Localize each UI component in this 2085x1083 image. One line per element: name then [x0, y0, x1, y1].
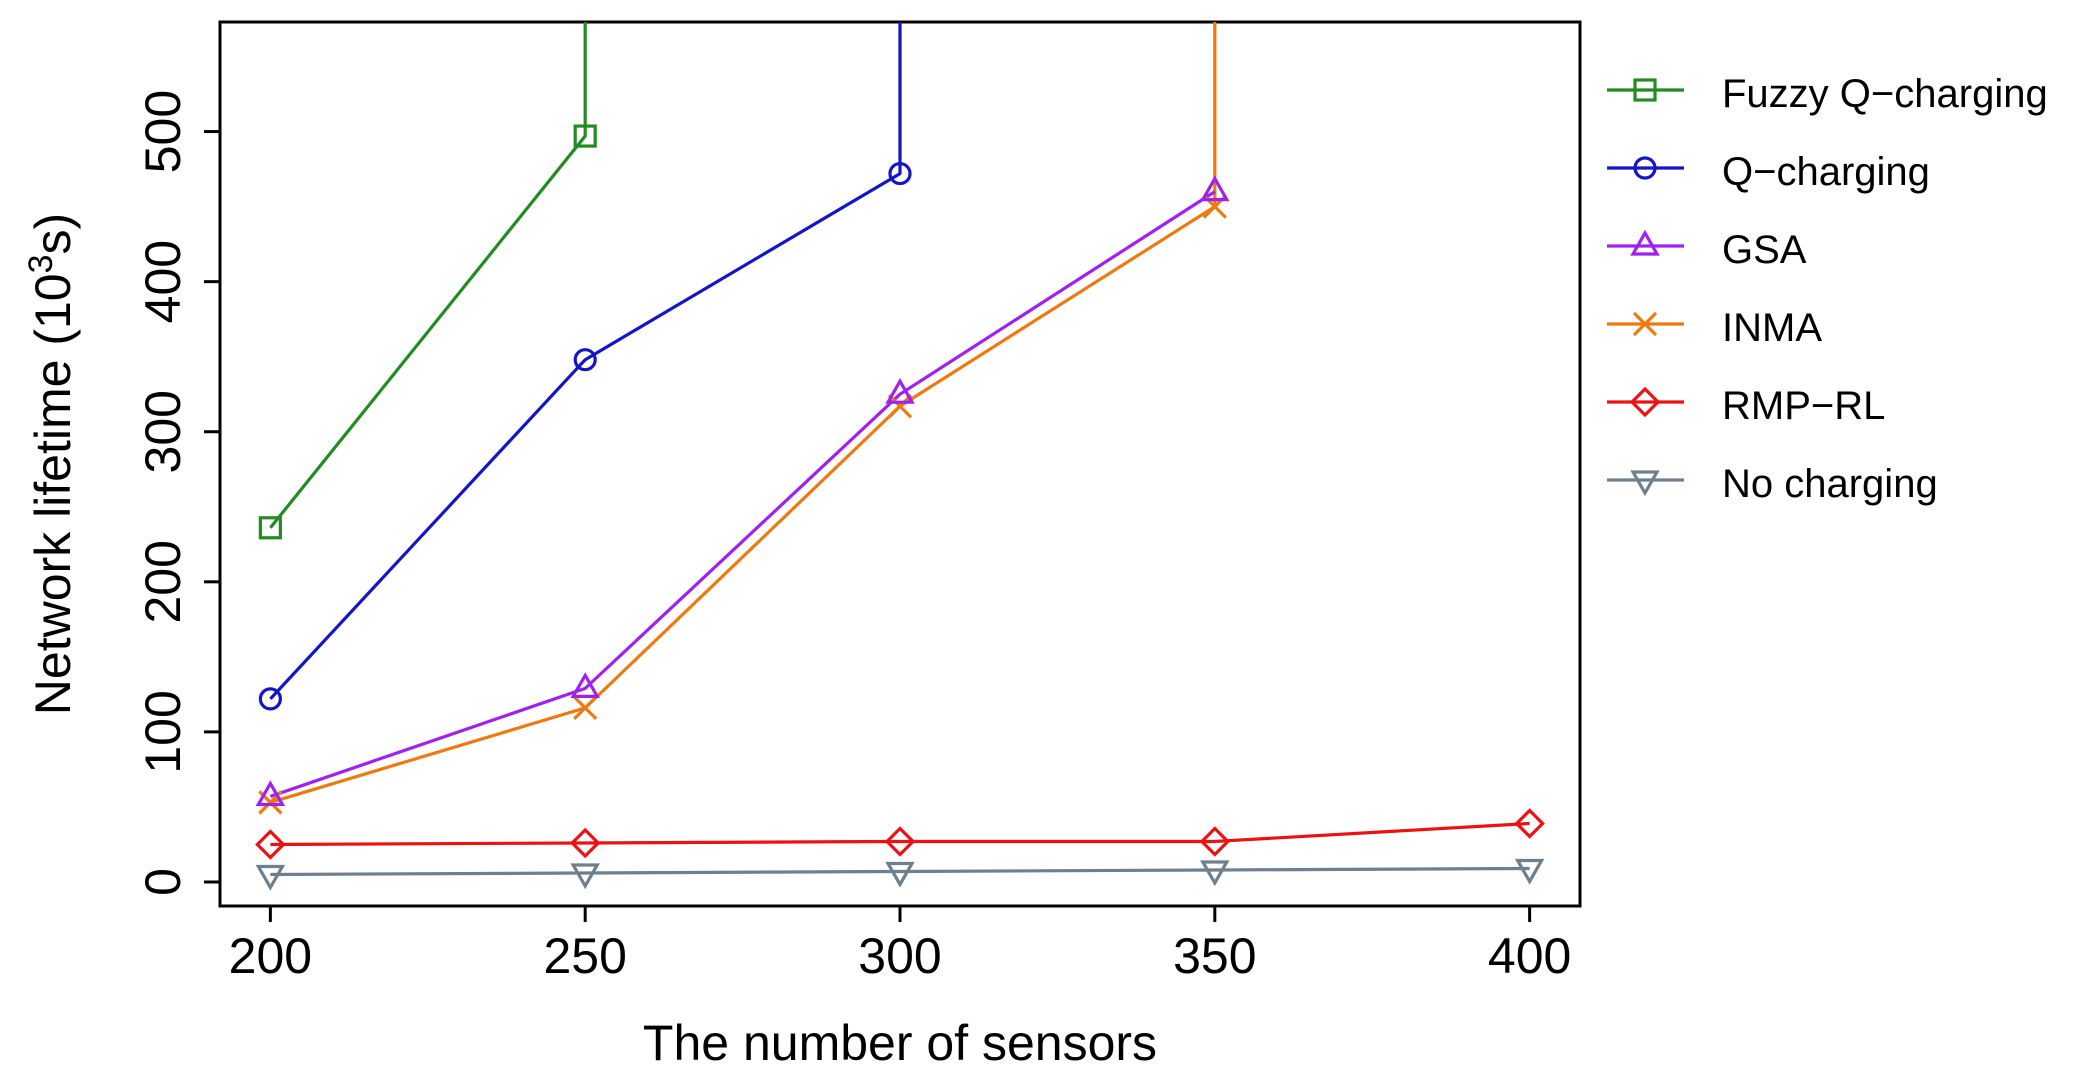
y-tick-label: 0 — [135, 868, 191, 896]
data-point-q-charging — [258, 687, 282, 711]
data-point-no-charging — [885, 861, 915, 888]
legend-label: INMA — [1722, 306, 1822, 350]
legend-label: RMP−RL — [1722, 384, 1885, 428]
y-axis: 0 100 200 300 400 500 — [135, 90, 220, 896]
legend-item-q-charging: Q−charging — [1607, 150, 1930, 194]
legend-item-fuzzy-q-charging: Fuzzy Q−charging — [1607, 72, 2048, 116]
legend-marker — [1630, 229, 1660, 256]
data-point-rmp-rl — [1514, 808, 1545, 839]
data-point-no-charging — [255, 864, 286, 891]
legend-marker — [1629, 386, 1661, 418]
legend-marker — [1632, 311, 1658, 337]
x-tick-label: 400 — [1488, 928, 1571, 984]
data-point-no-charging — [570, 863, 600, 890]
legend: Fuzzy Q−charging Q−charging GSA INMA RMP−RL N… — [1607, 72, 2048, 506]
series-line-fuzzy-q-charging — [269, 22, 587, 529]
y-axis-label-main: Network lifetime (10 — [25, 273, 81, 715]
y-tick-label: 100 — [135, 690, 191, 773]
data-point-rmp-rl — [1199, 826, 1231, 857]
y-axis-label-superscript: 3 — [22, 254, 60, 273]
data-point-gsa — [1200, 175, 1230, 202]
x-tick-label: 300 — [858, 928, 941, 984]
series-line-no-charging — [270, 866, 1530, 877]
data-point-gsa — [570, 672, 600, 698]
x-tick-label: 250 — [543, 928, 626, 984]
legend-marker — [1633, 156, 1657, 180]
marker-layer — [255, 124, 1545, 891]
x-tick-label: 350 — [1173, 928, 1256, 984]
data-point-inma — [573, 695, 598, 721]
legend-marker — [1633, 78, 1657, 102]
legend-item-inma: INMA — [1607, 306, 1822, 350]
legend-item-gsa: GSA — [1607, 228, 1807, 272]
data-point-rmp-rl — [884, 826, 916, 857]
y-tick-label: 300 — [135, 390, 191, 473]
legend-label: GSA — [1722, 228, 1807, 272]
legend-label: Fuzzy Q−charging — [1722, 72, 2048, 116]
x-axis: 200 250 300 350 400 — [229, 906, 1571, 984]
y-tick-label: 400 — [135, 240, 191, 323]
series-line-q-charging — [269, 22, 902, 700]
legend-item-rmp-rl: RMP−RL — [1607, 384, 1885, 428]
data-point-gsa — [885, 377, 915, 404]
series-layer — [269, 22, 1530, 877]
legend-label: No charging — [1722, 462, 1938, 506]
data-point-inma — [887, 394, 913, 419]
y-tick-label: 200 — [135, 540, 191, 623]
x-tick-label: 200 — [229, 928, 312, 984]
data-point-fuzzy-q-charging — [258, 516, 282, 540]
legend-item-no-charging: No charging — [1607, 462, 1938, 506]
data-point-gsa — [255, 780, 286, 807]
data-point-q-charging — [573, 348, 597, 372]
x-axis-label: The number of sensors — [643, 1015, 1157, 1071]
series-line-gsa — [269, 190, 1216, 798]
data-point-no-charging — [1200, 860, 1230, 887]
series-line-inma — [269, 22, 1217, 804]
legend-marker — [1630, 470, 1660, 497]
data-point-fuzzy-q-charging — [573, 124, 597, 148]
data-point-no-charging — [1514, 858, 1545, 885]
y-axis-label-tail: s) — [25, 213, 81, 255]
y-tick-label: 500 — [135, 90, 191, 173]
legend-label: Q−charging — [1722, 150, 1930, 194]
series-line-rmp-rl — [270, 821, 1530, 847]
data-point-rmp-rl — [255, 829, 286, 860]
y-axis-label: Network lifetime (103s) — [22, 213, 81, 715]
data-point-q-charging — [888, 161, 912, 186]
data-point-rmp-rl — [569, 827, 601, 859]
